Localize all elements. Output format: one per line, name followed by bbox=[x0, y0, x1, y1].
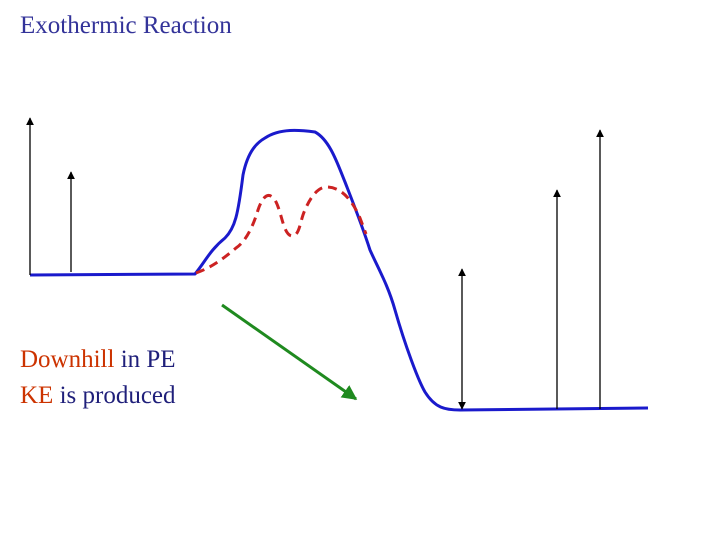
caption-line-2-text: is produced bbox=[53, 382, 176, 409]
caption-line-1-text: in PE bbox=[114, 346, 176, 373]
slide-title: Exothermic Reaction bbox=[20, 12, 232, 39]
caption-ke-highlight: KE bbox=[20, 382, 54, 409]
caption-downhill-highlight: Downhill bbox=[20, 346, 115, 373]
caption-line-1: Downhill in PE bbox=[20, 346, 176, 374]
catalyzed-path bbox=[195, 185, 368, 275]
caption-line-2: KE is produced bbox=[20, 382, 176, 410]
potential-energy-curve bbox=[29, 128, 649, 412]
downhill-arrow bbox=[221, 303, 358, 401]
